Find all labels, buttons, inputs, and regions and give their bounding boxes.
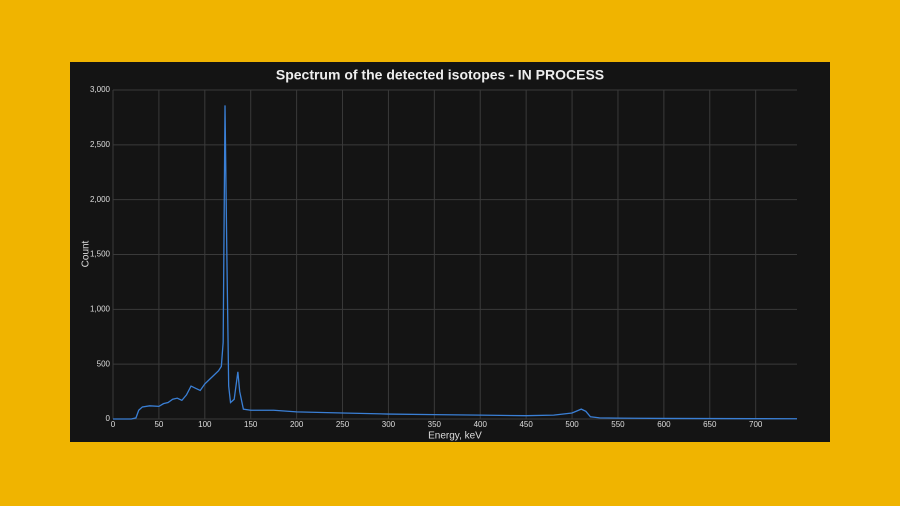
x-tick-label: 450 — [519, 420, 533, 429]
chart-panel — [70, 62, 830, 442]
x-tick-label: 150 — [244, 420, 258, 429]
x-tick-label: 350 — [428, 420, 442, 429]
x-tick-label: 700 — [749, 420, 763, 429]
y-tick-label: 2,500 — [90, 140, 111, 149]
x-axis-label: Energy, keV — [428, 431, 482, 442]
y-axis-label: Count — [81, 240, 92, 267]
x-tick-label: 250 — [336, 420, 350, 429]
y-tick-label: 0 — [106, 414, 111, 423]
x-tick-label: 650 — [703, 420, 717, 429]
x-tick-label: 50 — [154, 420, 163, 429]
y-tick-label: 1,500 — [90, 250, 111, 259]
x-tick-label: 500 — [565, 420, 579, 429]
x-tick-label: 0 — [111, 420, 116, 429]
y-tick-label: 1,000 — [90, 304, 111, 313]
x-tick-label: 600 — [657, 420, 671, 429]
x-tick-label: 400 — [474, 420, 488, 429]
chart-title: Spectrum of the detected isotopes - IN P… — [276, 67, 604, 83]
spectrum-line — [113, 105, 798, 420]
x-tick-label: 200 — [290, 420, 304, 429]
x-tick-label: 300 — [382, 420, 396, 429]
y-tick-label: 2,000 — [90, 195, 111, 204]
y-tick-label: 3,000 — [90, 85, 111, 94]
x-tick-label: 550 — [611, 420, 625, 429]
y-tick-label: 500 — [97, 359, 111, 368]
x-tick-label: 100 — [198, 420, 212, 429]
